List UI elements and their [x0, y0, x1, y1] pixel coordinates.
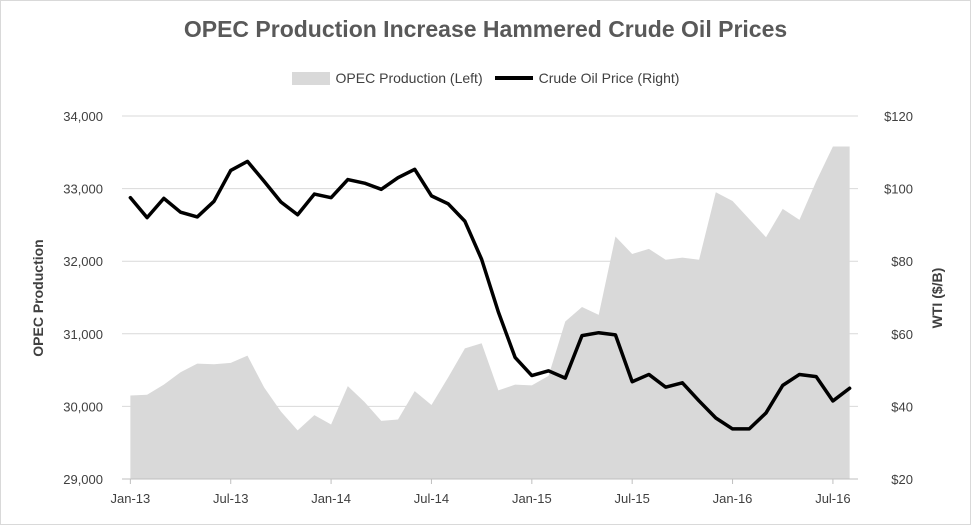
x-tick-label: Jan-14	[311, 491, 351, 506]
x-tick-label: Jan-15	[512, 491, 552, 506]
x-tick-label: Jul-13	[213, 491, 248, 506]
legend-swatch-opec-production	[291, 71, 330, 85]
left-axis-title: OPEC Production	[30, 239, 46, 356]
x-tick-label: Jan-16	[713, 491, 753, 506]
x-tick-label: Jul-14	[414, 491, 449, 506]
chart-title: OPEC Production Increase Hammered Crude …	[183, 16, 788, 42]
legend-item-opec-production: OPEC Production (Left)	[291, 70, 483, 86]
left-tick-label: 33,000	[63, 182, 103, 197]
x-tick-label: Jul-16	[815, 491, 850, 506]
left-tick-label: 29,000	[63, 472, 103, 487]
right-tick-label: $80	[891, 254, 913, 269]
right-tick-label: $60	[891, 327, 913, 342]
crude-oil-price-line	[128, 159, 852, 431]
x-tick-label: Jul-15	[614, 491, 649, 506]
right-axis-title: WTI ($/B)	[929, 268, 945, 329]
right-tick-label: $40	[891, 399, 913, 414]
legend-label-crude-oil-price: Crude Oil Price (Right)	[538, 70, 680, 86]
legend: OPEC Production (Left) Crude Oil Price (…	[0, 68, 971, 88]
right-tick-label: $120	[884, 109, 913, 124]
x-tick-label: Jan-13	[110, 491, 150, 506]
right-tick-label: $20	[891, 472, 913, 487]
left-tick-label: 34,000	[63, 109, 103, 124]
opec-production-area	[130, 146, 850, 479]
legend-label-opec-production: OPEC Production (Left)	[335, 70, 483, 86]
left-tick-label: 32,000	[63, 254, 103, 269]
right-tick-label: $100	[884, 182, 913, 197]
left-tick-label: 31,000	[63, 327, 103, 342]
legend-swatch-crude-oil-price	[494, 76, 533, 80]
legend-item-crude-oil-price: Crude Oil Price (Right)	[494, 70, 680, 86]
left-tick-label: 30,000	[63, 399, 103, 414]
